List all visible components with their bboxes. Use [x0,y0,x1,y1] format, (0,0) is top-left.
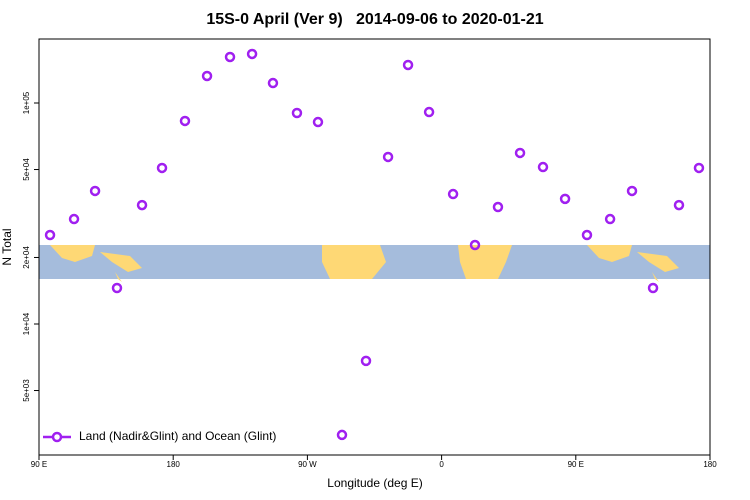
point [402,59,414,71]
point [201,70,213,82]
y-tick-label: 5e+03 [22,379,31,402]
point [179,115,191,127]
x-tick-label: 90 E [31,460,47,469]
point [44,229,56,241]
point [626,185,638,197]
point [447,188,459,200]
point [360,355,372,367]
y-tick-label: 5e+04 [22,158,31,181]
point [693,162,705,174]
point [604,213,616,225]
point [537,161,549,173]
point [291,107,303,119]
point [673,199,685,211]
plot-frame [38,38,711,456]
point [469,239,481,251]
x-tick-label: 0 [439,460,444,469]
map-band [39,245,710,282]
point [267,77,279,89]
point [647,282,659,294]
point [492,201,504,213]
point [336,429,348,441]
point [68,213,80,225]
point [514,147,526,159]
point [581,229,593,241]
y-axis-label: N Total [0,228,14,265]
y-tick-label: 1e+04 [22,312,31,335]
legend-label: Land (Nadir&Glint) and Ocean (Glint) [79,429,276,443]
x-tick-label: 180 [167,460,181,469]
point [382,151,394,163]
x-axis-label: Longitude (deg E) [327,476,422,490]
y-tick-label: 1e+05 [22,91,31,114]
point [423,106,435,118]
point [559,193,571,205]
chart-title: 15S-0 April (Ver 9) 2014-09-06 to 2020-0… [206,11,543,28]
y-tick-label: 2e+04 [22,246,31,269]
point [224,51,236,63]
point [246,48,258,60]
legend-marker [51,431,63,443]
point [136,199,148,211]
point [89,185,101,197]
point [111,282,123,294]
point [156,162,168,174]
x-tick-label: 90 W [298,460,317,469]
x-tick-label: 90 E [568,460,584,469]
x-tick-label: 180 [703,460,717,469]
point [312,116,324,128]
